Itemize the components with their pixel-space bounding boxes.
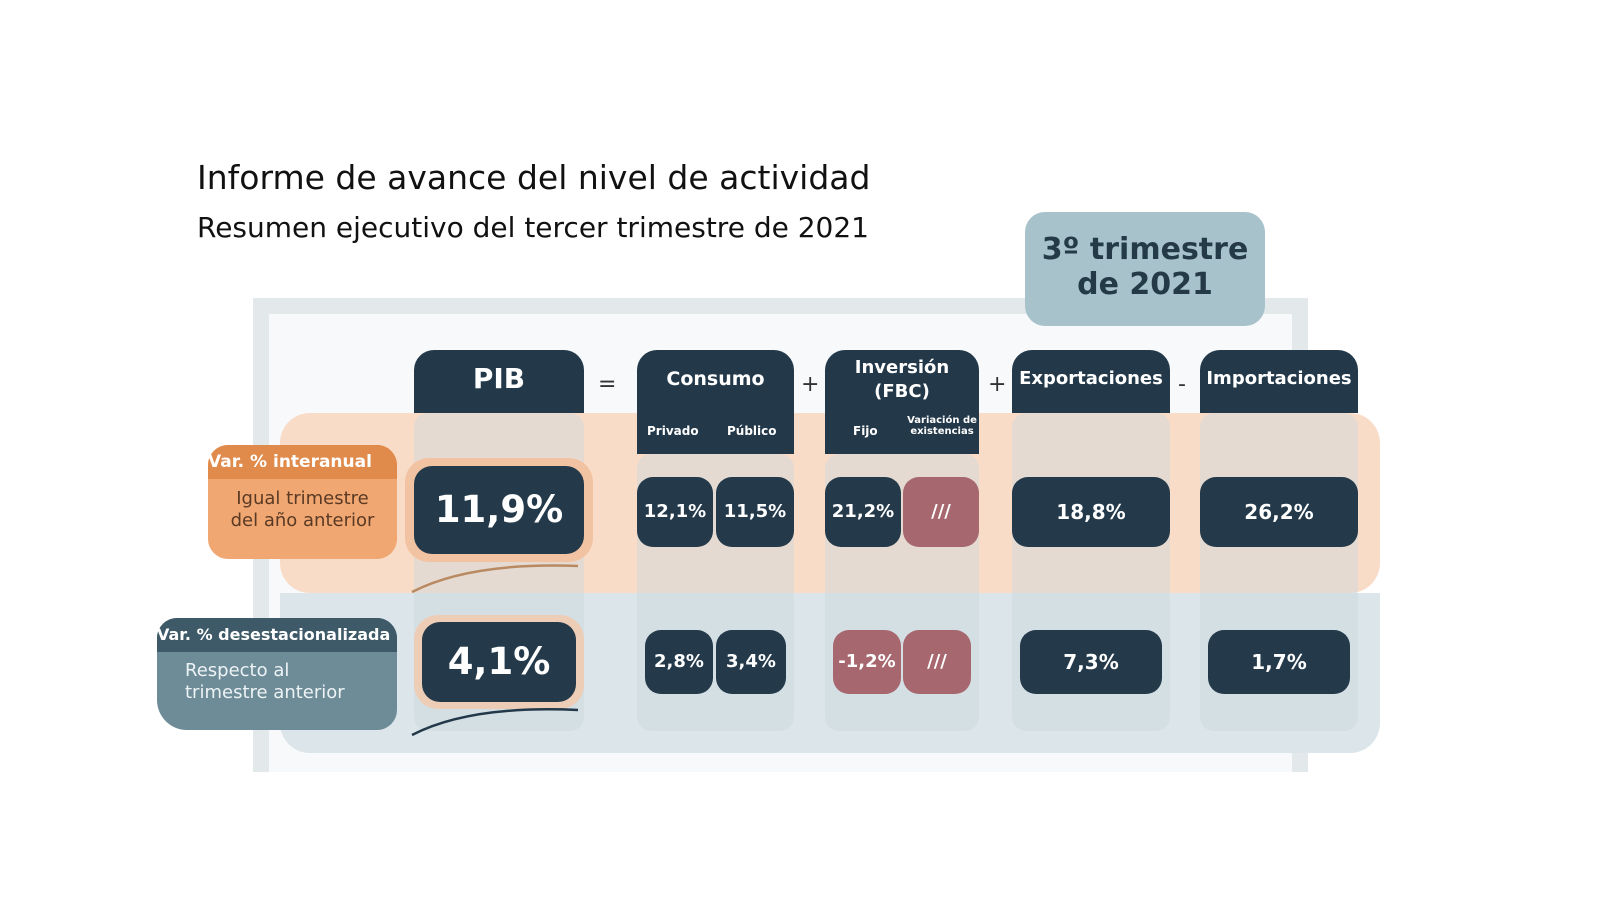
equals-sign: = <box>598 372 617 397</box>
exportaciones-interanual: 18,8% <box>1012 477 1170 547</box>
importaciones-header: Importaciones <box>1200 350 1358 413</box>
decorative-curves <box>411 564 579 737</box>
consumo-publico-label: Público <box>727 424 777 438</box>
page-subtitle: Resumen ejecutivo del tercer trimestre d… <box>197 211 869 244</box>
decorative-curve-orange <box>411 564 579 594</box>
period-badge: 3º trimestre de 2021 <box>1025 212 1265 326</box>
interanual-desc-line2: del año anterior <box>230 510 375 531</box>
interanual-desc-line1: Igual trimestre <box>236 488 369 509</box>
inversion-label: Inversión <box>854 357 950 378</box>
desestacionalizada-desc-line2: trimestre anterior <box>185 682 345 703</box>
variacion-line2: existencias <box>910 426 974 437</box>
interanual-description: Igual trimestre del año anterior <box>208 488 397 532</box>
consumo-privado-interanual: 12,1% <box>637 477 713 547</box>
consumo-header: Consumo <box>637 350 794 413</box>
variacion-line1: Variación de <box>907 415 977 426</box>
consumo-publico-desestacionalizada: 3,4% <box>716 630 786 694</box>
interanual-tag-title: Var. % interanual <box>208 445 397 479</box>
decorative-curve-navy <box>411 708 579 737</box>
minus-sign: - <box>1178 372 1186 397</box>
period-line1: 3º trimestre <box>1041 232 1249 267</box>
consumo-subheader: Privado Público <box>637 410 794 454</box>
inversion-header: Inversión (FBC) <box>825 350 979 413</box>
pib-header: PIB <box>414 350 584 413</box>
desestacionalizada-tag-title: Var. % desestacionalizada <box>157 618 397 652</box>
inversion-fijo-desestacionalizada: -1,2% <box>833 630 901 694</box>
inversion-variacion-interanual: /// <box>903 477 979 547</box>
consumo-privado-desestacionalizada: 2,8% <box>645 630 713 694</box>
exportaciones-desestacionalizada: 7,3% <box>1020 630 1162 694</box>
period-line2: de 2021 <box>1077 267 1213 302</box>
inversion-fijo-label: Fijo <box>853 424 878 438</box>
desestacionalizada-description: Respecto al trimestre anterior <box>185 660 385 704</box>
pib-desestacionalizada-value: 4,1% <box>422 622 576 702</box>
desestacionalizada-desc-line1: Respecto al <box>185 660 290 681</box>
plus-sign-2: + <box>988 372 1007 397</box>
inversion-variacion-desestacionalizada: /// <box>903 630 971 694</box>
pib-interanual-value: 11,9% <box>414 466 584 554</box>
inversion-sublabel: (FBC) <box>874 381 930 402</box>
inversion-subheader: Fijo Variación de existencias <box>825 410 979 454</box>
exportaciones-header: Exportaciones <box>1012 350 1170 413</box>
importaciones-interanual: 26,2% <box>1200 477 1358 547</box>
inversion-fijo-interanual: 21,2% <box>825 477 901 547</box>
inversion-variacion-label: Variación de existencias <box>905 415 979 437</box>
plus-sign-1: + <box>801 372 820 397</box>
consumo-privado-label: Privado <box>647 424 699 438</box>
importaciones-desestacionalizada: 1,7% <box>1208 630 1350 694</box>
page-title: Informe de avance del nivel de actividad <box>197 158 871 197</box>
consumo-publico-interanual: 11,5% <box>716 477 794 547</box>
